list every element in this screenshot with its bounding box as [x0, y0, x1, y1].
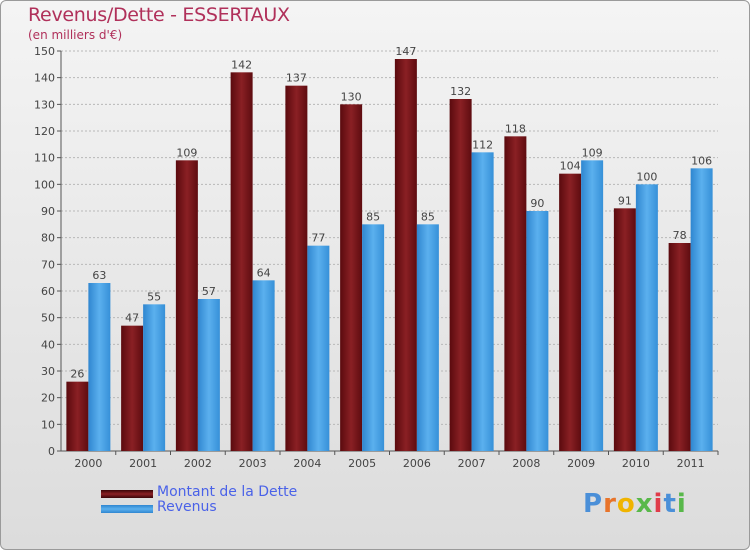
- bar-debt-2009: [559, 173, 582, 451]
- bar-debt-2003: [230, 72, 253, 451]
- data-label-debt-2000: 26: [70, 368, 84, 381]
- bar-revenue-2007: [471, 152, 494, 452]
- bar-debt-2011: [668, 243, 691, 451]
- x-tick-label-2008: 2008: [512, 457, 540, 470]
- data-label-debt-2004: 137: [286, 72, 307, 85]
- x-tick-label-2004: 2004: [293, 457, 321, 470]
- data-label-revenue-2010: 100: [636, 170, 657, 183]
- y-tick-label-50: 50: [41, 312, 55, 325]
- data-label-debt-2009: 104: [560, 160, 581, 173]
- y-tick-label-40: 40: [41, 338, 55, 351]
- label-layer: 26 63 47 55 109 57 142 64 137 77 130 85 147 85 132 112 1…: [70, 45, 712, 381]
- y-tick-label-60: 60: [41, 285, 55, 298]
- grid-layer: [61, 50, 718, 452]
- y-tick-label-110: 110: [34, 152, 55, 165]
- data-label-revenue-2002: 57: [202, 285, 216, 298]
- bar-revenue-2006: [416, 224, 439, 451]
- legend-label-revenue: Revenus: [157, 499, 217, 515]
- x-tick-label-2009: 2009: [567, 457, 595, 470]
- x-tick-label-2006: 2006: [403, 457, 431, 470]
- legend-swatch-revenue: [101, 505, 153, 513]
- y-tick-label-20: 20: [41, 392, 55, 405]
- y-tick-label-30: 30: [41, 365, 55, 378]
- chart-subtitle: (en milliers d'€): [28, 28, 123, 42]
- bar-layer: [66, 59, 713, 452]
- bar-revenue-2004: [307, 245, 330, 451]
- legend-label-debt: Montant de la Dette: [157, 484, 298, 500]
- data-label-debt-2001: 47: [125, 312, 139, 325]
- bar-debt-2001: [121, 325, 144, 451]
- logo-letter: o: [616, 489, 636, 519]
- data-label-revenue-2007: 112: [472, 138, 493, 151]
- bar-revenue-2009: [581, 160, 604, 452]
- data-label-revenue-2006: 85: [421, 210, 435, 223]
- data-label-revenue-2000: 63: [92, 269, 106, 282]
- y-tick-label-140: 140: [34, 72, 55, 85]
- chart-title: Revenus/Dette - ESSERTAUX: [28, 4, 290, 26]
- y-tick-label-150: 150: [34, 45, 55, 58]
- bar-revenue-2005: [362, 224, 385, 451]
- y-tick-label-10: 10: [41, 418, 55, 431]
- x-tick-label-2005: 2005: [348, 457, 376, 470]
- y-tick-label-120: 120: [34, 125, 55, 138]
- data-label-revenue-2005: 85: [366, 210, 380, 223]
- data-label-debt-2007: 132: [450, 85, 471, 98]
- bar-revenue-2002: [197, 299, 220, 451]
- data-label-debt-2010: 91: [618, 194, 632, 207]
- x-tick-label-2002: 2002: [184, 457, 212, 470]
- data-label-revenue-2008: 90: [530, 197, 544, 210]
- logo-letter: t: [663, 489, 677, 519]
- bar-debt-2007: [449, 99, 472, 451]
- bar-debt-2005: [340, 104, 363, 451]
- y-tick-label-100: 100: [34, 178, 55, 191]
- x-tick-label-2000: 2000: [74, 457, 102, 470]
- y-tick-label-0: 0: [48, 445, 55, 458]
- logo-letter: i: [653, 489, 664, 519]
- x-tick-label-2010: 2010: [622, 457, 650, 470]
- data-label-revenue-2001: 55: [147, 290, 161, 303]
- bar-revenue-2003: [252, 280, 275, 451]
- data-label-debt-2002: 109: [176, 146, 197, 159]
- bar-revenue-2000: [88, 283, 111, 451]
- bar-revenue-2001: [143, 304, 166, 451]
- x-tick-label-2011: 2011: [677, 457, 705, 470]
- logo-letter: P: [583, 489, 604, 519]
- data-label-debt-2008: 118: [505, 122, 526, 135]
- bar-debt-2000: [66, 381, 89, 451]
- bar-debt-2004: [285, 85, 308, 452]
- logo-letter: r: [603, 489, 617, 519]
- bar-debt-2002: [175, 160, 198, 452]
- bar-debt-2010: [613, 208, 636, 451]
- bar-revenue-2008: [526, 211, 549, 451]
- proxiti-logo: Proxiti: [583, 489, 687, 519]
- data-label-debt-2011: 78: [673, 229, 687, 242]
- y-tick-label-130: 130: [34, 98, 55, 111]
- y-tick-label-80: 80: [41, 232, 55, 245]
- x-tick-label-2001: 2001: [129, 457, 157, 470]
- x-tick-label-2007: 2007: [458, 457, 486, 470]
- bar-revenue-2011: [690, 168, 713, 452]
- bar-debt-2008: [504, 136, 527, 452]
- data-label-revenue-2004: 77: [311, 232, 325, 245]
- data-label-debt-2006: 147: [395, 45, 416, 58]
- logo-letter: i: [676, 489, 687, 519]
- data-label-debt-2003: 142: [231, 58, 252, 71]
- data-label-revenue-2003: 64: [257, 266, 271, 279]
- y-tick-label-90: 90: [41, 205, 55, 218]
- data-label-revenue-2011: 106: [691, 154, 712, 167]
- logo-letter: x: [635, 489, 654, 519]
- y-tick-label-70: 70: [41, 258, 55, 271]
- bar-debt-2006: [394, 59, 417, 451]
- legend-swatch-debt: [101, 490, 153, 498]
- data-label-debt-2005: 130: [341, 90, 362, 103]
- bar-revenue-2010: [635, 184, 658, 452]
- axis-layer: 0 10 20 30 40 50 60 70 80 90 100 110 120 130 140 150 200…: [34, 45, 719, 470]
- x-tick-label-2003: 2003: [239, 457, 267, 470]
- data-label-revenue-2009: 109: [582, 146, 603, 159]
